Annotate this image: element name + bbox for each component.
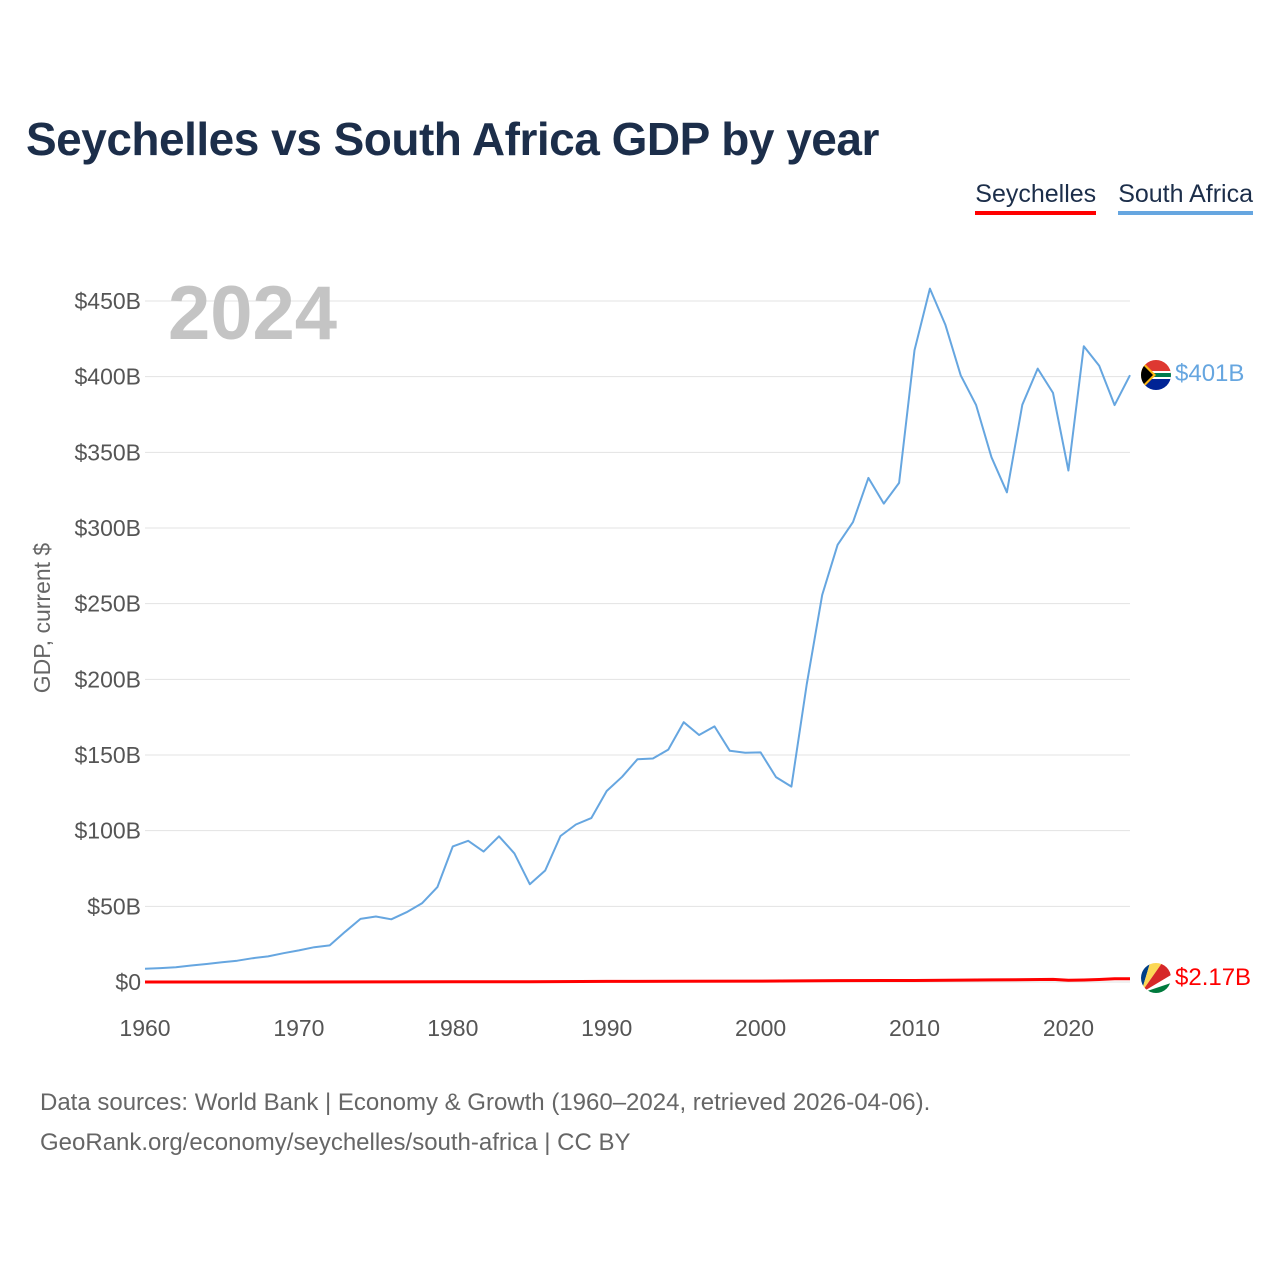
gridlines	[145, 300, 1130, 983]
seychelles-series-line[interactable]	[145, 977, 1131, 984]
footer: Data sources: World Bank | Economy & Gro…	[40, 1083, 930, 1163]
x-tick-label: 1990	[581, 1015, 632, 1041]
seychelles-end-label: $2.17B	[1175, 964, 1251, 991]
y-tick-label: $0	[115, 969, 141, 995]
x-tick-label: 1960	[119, 1015, 170, 1041]
legend-item-seychelles[interactable]: Seychelles	[975, 180, 1097, 215]
x-tick-label: 2020	[1043, 1015, 1094, 1041]
chart-title: Seychelles vs South Africa GDP by year	[26, 113, 879, 165]
x-tick-label: 2010	[889, 1015, 940, 1041]
y-tick-label: $250B	[74, 591, 141, 617]
y-axis-ticks: $0 $50B $100B $150B $200B $250B $300B $350B $400…	[74, 288, 141, 995]
legend: Seychelles South Africa	[975, 180, 1253, 215]
x-axis-ticks: 1960 1970 1980 1990 2000 2010 2020	[119, 1015, 1094, 1041]
x-tick-label: 1980	[427, 1015, 478, 1041]
south-africa-series-line[interactable]	[144, 287, 1131, 970]
south-africa-end-label: $401B	[1175, 360, 1244, 387]
y-tick-label: $300B	[74, 515, 141, 541]
y-tick-label: $150B	[74, 742, 141, 768]
y-tick-label: $50B	[87, 893, 141, 919]
y-tick-label: $450B	[74, 288, 141, 314]
line-chart: $0 $50B $100B $150B $200B $250B $300B $350B $400…	[29, 271, 1251, 1041]
year-watermark: 2024	[168, 271, 337, 356]
y-axis-title: GDP, current $	[29, 543, 55, 694]
seychelles-flag-icon	[1141, 963, 1171, 993]
y-tick-label: $200B	[74, 666, 141, 692]
x-tick-label: 2000	[735, 1015, 786, 1041]
footer-sources: Data sources: World Bank | Economy & Gro…	[40, 1089, 931, 1116]
footer-link[interactable]: GeoRank.org/economy/seychelles/south-afr…	[40, 1129, 631, 1156]
legend-item-south-africa[interactable]: South Africa	[1118, 180, 1253, 215]
south-africa-flag-icon	[1141, 360, 1171, 390]
y-tick-label: $100B	[74, 818, 141, 844]
series-lines	[144, 287, 1131, 984]
y-tick-label: $350B	[74, 439, 141, 465]
x-tick-label: 1970	[273, 1015, 324, 1041]
y-tick-label: $400B	[74, 364, 141, 390]
